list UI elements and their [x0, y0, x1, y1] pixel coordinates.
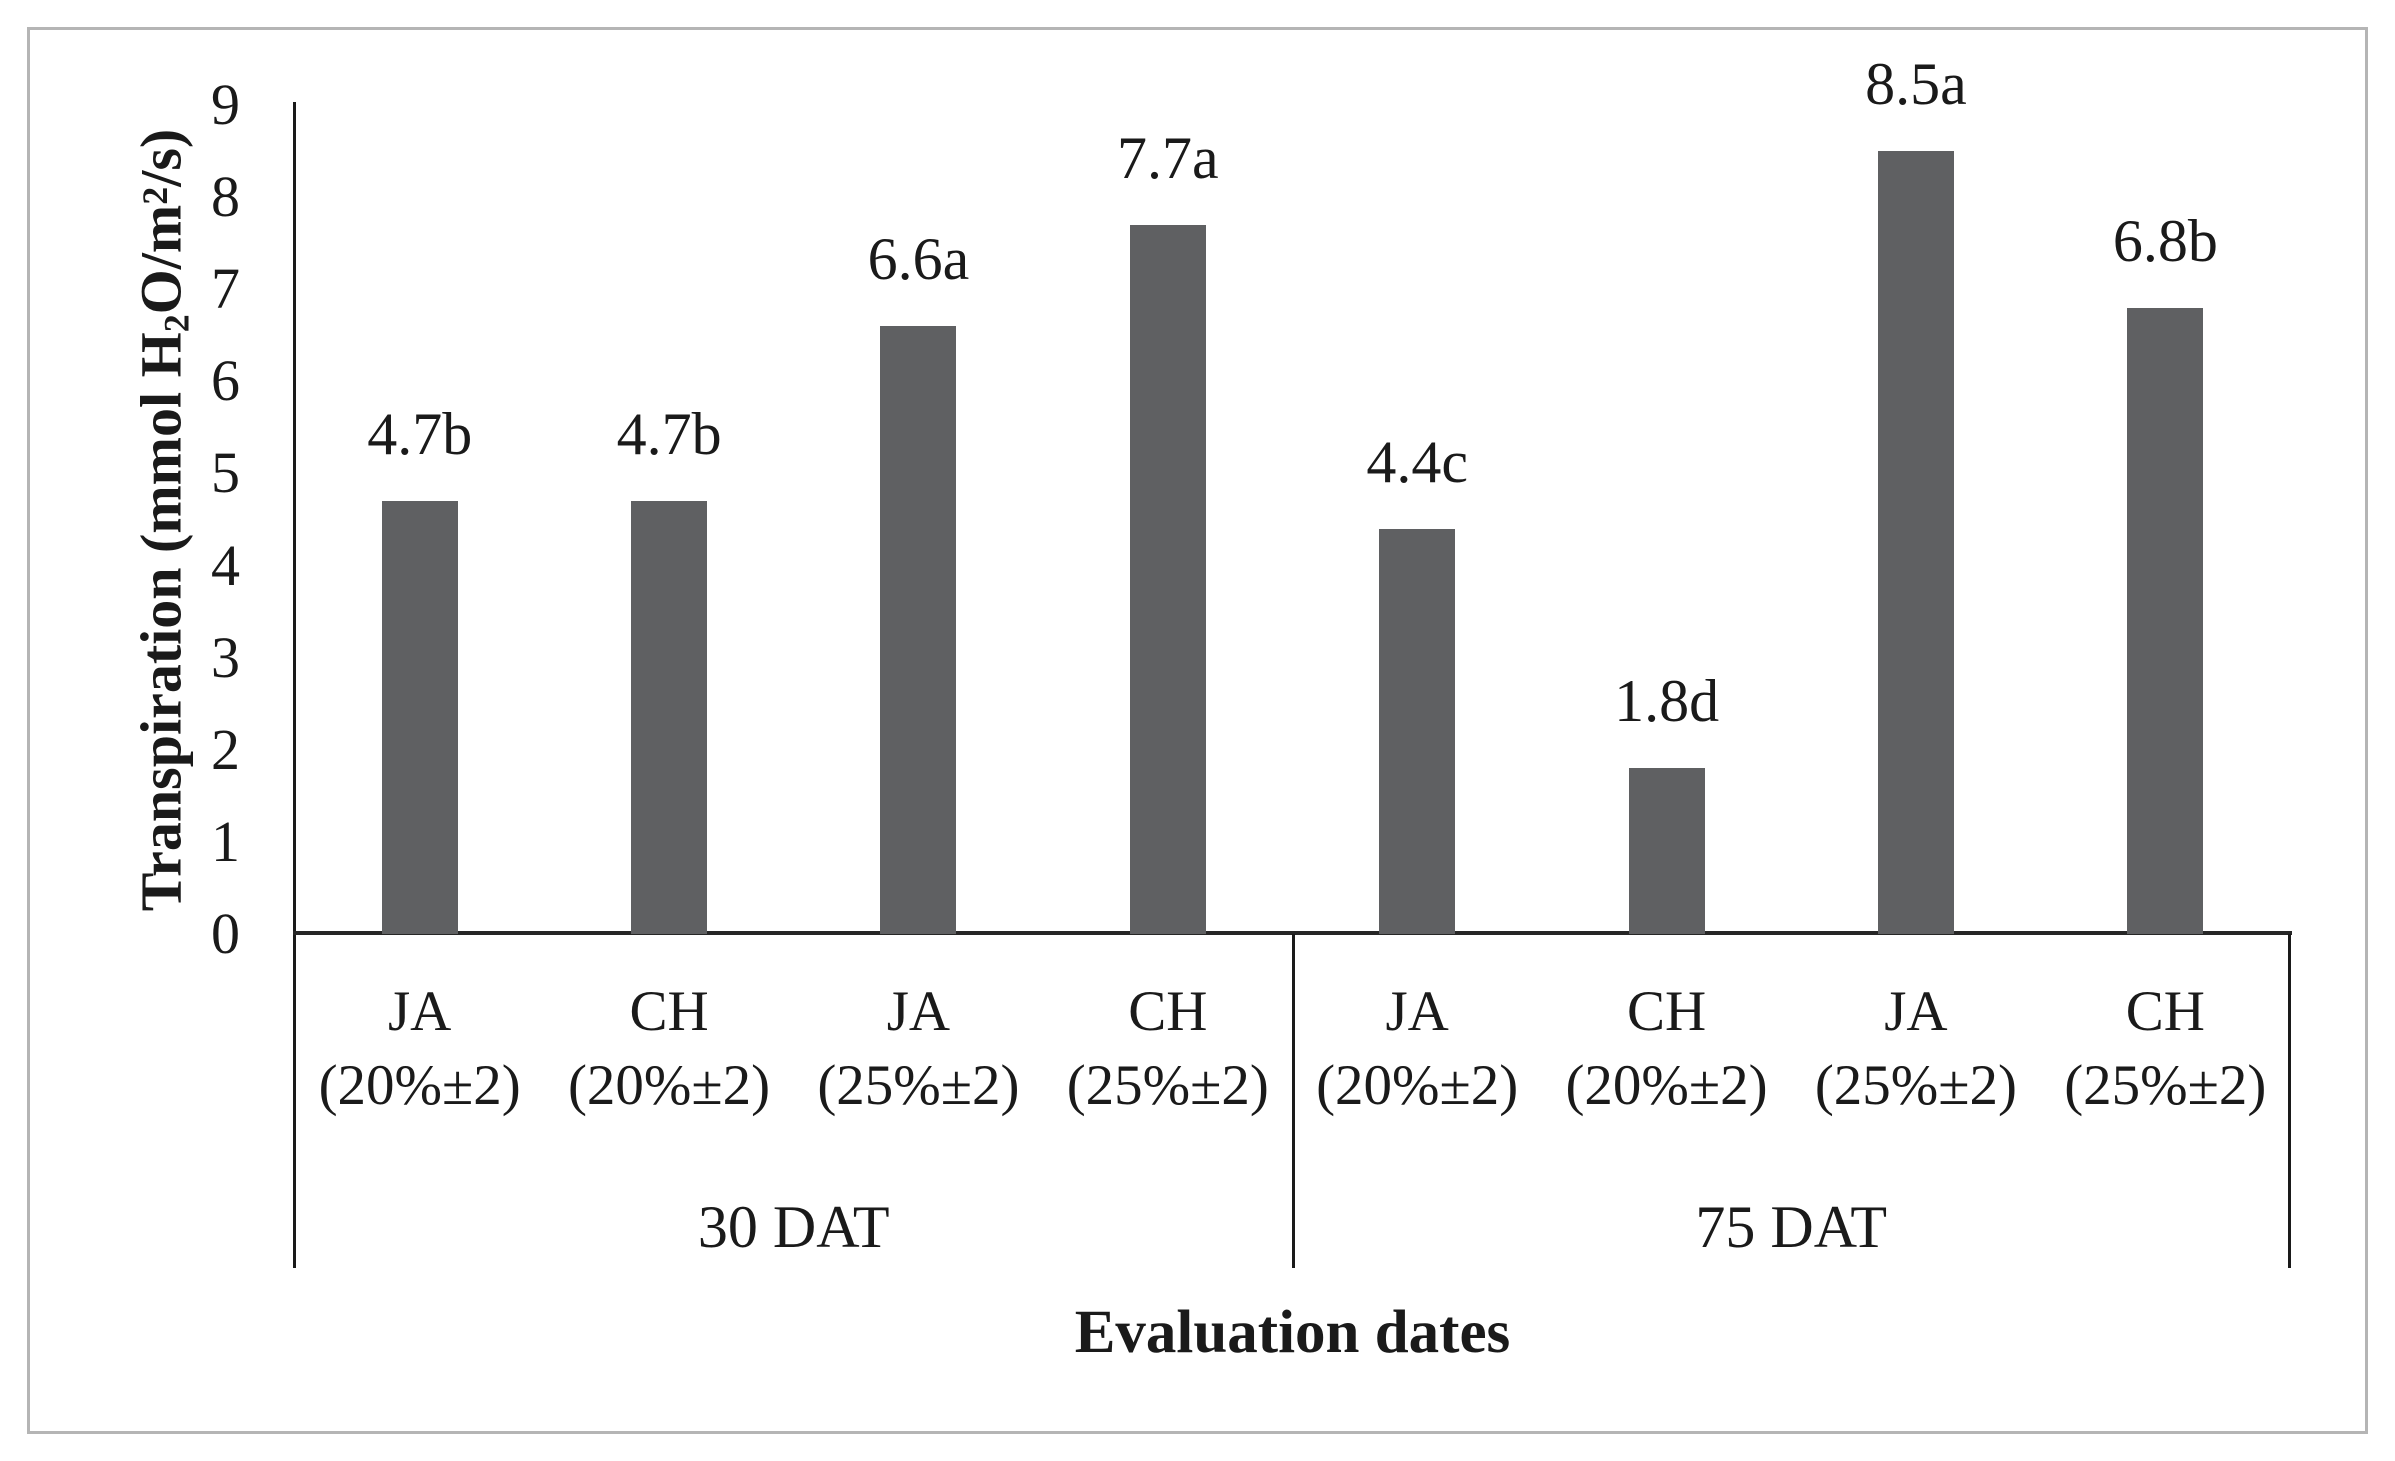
- category-moisture-label: (20%±2): [1316, 1054, 1519, 1117]
- bar-value-label: 7.7a: [1116, 124, 1219, 191]
- y-tick-label: 3: [211, 624, 240, 690]
- bar-value-label: 6.6a: [867, 226, 970, 293]
- category-moisture-label: (25%±2): [2064, 1054, 2267, 1117]
- category-label: JA (25%±2): [1791, 975, 2040, 1123]
- bar-value-label: 8.5a: [1865, 51, 1967, 118]
- y-tick-label: 0: [211, 901, 240, 966]
- group-label: 30 DAT: [697, 1194, 890, 1260]
- y-tick-label: 1: [211, 808, 240, 874]
- bar-value-label: 4.4c: [1366, 428, 1469, 495]
- category-treatment-label: CH: [1128, 980, 1208, 1043]
- category-treatment-label: JA: [388, 980, 452, 1043]
- category-label: CH (25%±2): [1043, 975, 1292, 1123]
- category-treatment-label: CH: [629, 980, 709, 1043]
- x-axis-line: [293, 931, 2292, 935]
- category-treatment-label: CH: [1626, 980, 1707, 1043]
- y-tick-label: 4: [211, 532, 240, 598]
- bar: [381, 501, 458, 934]
- bar-value-label: 6.8b: [2112, 207, 2218, 274]
- bar: [1379, 528, 1456, 934]
- bar: [1628, 768, 1705, 934]
- category-moisture-label: (20%±2): [1565, 1054, 1768, 1117]
- category-moisture-label: (20%±2): [318, 1054, 521, 1117]
- category-treatment-label: CH: [2125, 980, 2205, 1043]
- category-moisture-label: (25%±2): [1814, 1054, 2018, 1117]
- bar-value-label: 1.8d: [1614, 668, 1720, 735]
- category-treatment-label: JA: [1884, 980, 1948, 1043]
- bar: [880, 326, 957, 934]
- bar: [631, 501, 708, 934]
- bar: [2127, 307, 2204, 934]
- x-axis-title: Evaluation dates: [1074, 1299, 1511, 1366]
- category-moisture-label: (25%±2): [1066, 1054, 1269, 1117]
- category-label: JA (20%±2): [1293, 975, 1542, 1123]
- y-tick-label: 5: [211, 440, 240, 506]
- y-tick-label: 6: [211, 348, 240, 414]
- category-label: CH (20%±2): [544, 975, 793, 1123]
- group-label: 75 DAT: [1695, 1194, 1888, 1260]
- category-right-border-line: [2288, 934, 2291, 1268]
- category-moisture-label: (20%±2): [567, 1054, 771, 1117]
- category-moisture-label: (25%±2): [817, 1054, 1020, 1117]
- group-divider-line: [1291, 934, 1295, 1268]
- y-tick-label: 7: [211, 256, 240, 322]
- bar-value-label: 4.7b: [616, 401, 722, 468]
- category-label: CH (20%±2): [1542, 975, 1791, 1123]
- bar-value-label: 4.7b: [367, 401, 473, 468]
- category-label: JA (20%±2): [295, 975, 544, 1123]
- y-tick-label: 9: [211, 72, 240, 137]
- y-tick-label: 8: [211, 164, 240, 230]
- category-label: CH (25%±2): [2041, 975, 2290, 1123]
- bar: [1877, 151, 1954, 934]
- category-label: JA (25%±2): [794, 975, 1043, 1123]
- category-treatment-label: JA: [886, 980, 951, 1043]
- category-treatment-label: JA: [1385, 980, 1449, 1043]
- y-tick-label: 2: [211, 716, 240, 782]
- y-axis-line: [293, 102, 296, 1268]
- bar: [1129, 224, 1206, 934]
